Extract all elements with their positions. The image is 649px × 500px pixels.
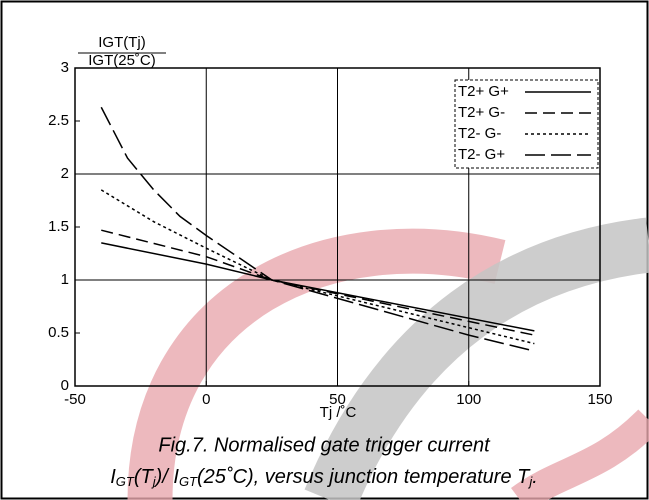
caption-subscript: j (151, 474, 157, 489)
series-line (101, 242, 535, 332)
x-tick-label: -50 (64, 391, 86, 408)
legend-label: T2- G+ (458, 146, 505, 163)
caption-text: )/ I (154, 466, 180, 488)
caption-text: I (110, 466, 116, 488)
caption-subscript: GT (116, 474, 135, 489)
caption-text: (25˚C), versus junction temperature T (197, 466, 531, 488)
x-tick-label: 100 (456, 391, 481, 408)
x-label: Tj /˚C (320, 404, 357, 421)
y-tick-label: 1.5 (48, 218, 69, 235)
y-tick-label: 2 (61, 165, 69, 182)
legend-label: T2- G- (458, 125, 501, 142)
legend-label: T2+ G+ (458, 83, 509, 100)
y-tick-label: 2.5 (48, 112, 69, 129)
caption-text: (T (134, 466, 155, 488)
x-tick-label: 0 (202, 391, 210, 408)
y-label-numerator: IGT(Tj) (98, 34, 145, 51)
caption-subscript: GT (179, 474, 198, 489)
series-line (100, 189, 535, 345)
legend-box (454, 79, 599, 169)
watermark-red-2 (511, 409, 649, 500)
y-tick-label: 0.5 (48, 324, 69, 341)
x-tick-label: 150 (587, 391, 612, 408)
x-tick-label: 50 (329, 391, 346, 408)
y-tick-label: 1 (61, 271, 69, 288)
caption-line1: Fig.7. Normalised gate trigger current (158, 434, 491, 456)
y-label-denominator: IGT(25˚C) (88, 52, 156, 69)
series-line (101, 229, 535, 336)
caption-subscript: j (527, 474, 533, 489)
y-tick-label: 3 (61, 59, 69, 76)
watermark-red (127, 228, 506, 500)
y-tick-label: 0 (61, 377, 69, 394)
legend-label: T2+ G- (458, 104, 505, 121)
caption-text: . (532, 466, 538, 488)
series-line (100, 106, 535, 352)
watermark-gray (304, 217, 649, 500)
caption-line2: IGT(Tj)/ IGT(25˚C), versus junction temp… (110, 466, 538, 489)
